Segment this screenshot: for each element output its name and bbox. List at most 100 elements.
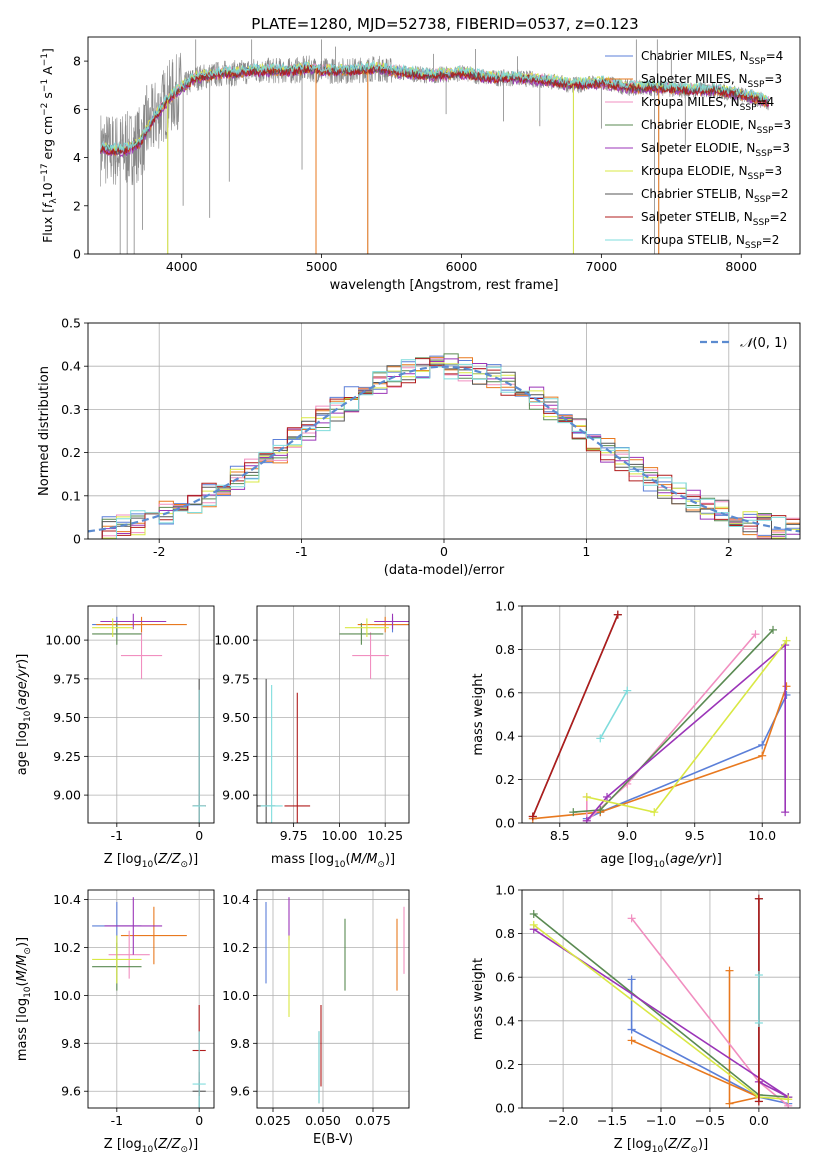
- label-part: M/M: [351, 852, 378, 867]
- x-tick-label: 9.5: [685, 828, 705, 843]
- x-axis-label: Z [log10(Z/Z⊙)]: [104, 852, 198, 870]
- label-part: Flux [: [40, 208, 55, 243]
- x-tick-label: −1.0: [646, 1113, 676, 1128]
- label-part: SSP: [753, 218, 770, 228]
- label-part: log: [122, 852, 142, 867]
- y-tick-label: 0.0: [495, 1101, 515, 1116]
- panel-weight-Z: −2.0 −1.5 −1.0 −0.5 0.0 0.0 0.2 0.4 0.6 0.8 1.0 Z […: [471, 883, 801, 1155]
- label-part: 10: [23, 710, 33, 722]
- y-tick-label: 10.2: [53, 940, 81, 955]
- label-part: (: [665, 852, 670, 867]
- y-tick-label: 9.6: [61, 1084, 81, 1099]
- label-part: log: [15, 998, 30, 1018]
- label-part: Z/Z: [157, 1137, 181, 1152]
- axes-frame: [87, 322, 801, 540]
- panel-spectrum: 4000 5000 6000 7000 8000 0 2 4 6 8 wavelength [Ang…: [40, 36, 801, 293]
- legend-entry: Salpeter STELIB, NSSP=2: [641, 210, 787, 228]
- axes-frame: [521, 889, 801, 1109]
- y-tick-label: 10.4: [222, 892, 250, 907]
- y-tick-label: 9.75: [53, 671, 81, 686]
- axes-frame: [256, 605, 410, 824]
- label-part: log: [634, 852, 654, 867]
- x-tick-label: -1: [111, 828, 123, 843]
- plot-area: [88, 353, 800, 539]
- y-tick-label: 9.6: [230, 1084, 250, 1099]
- y-axis-label: Flux [fλ10−17 erg cm−2 s−1 A−1]: [40, 48, 59, 243]
- label-part: s: [40, 92, 55, 103]
- label-part: )]: [15, 937, 30, 947]
- plot-area: [529, 894, 793, 1108]
- axes-frame: [521, 605, 801, 824]
- y-tick-label: 2: [73, 198, 81, 213]
- y-axis-label: mass weight: [471, 673, 486, 755]
- x-tick-label: 0: [440, 544, 448, 559]
- y-tick-label: 10.2: [222, 940, 250, 955]
- x-axis-label: Z [log10(Z/Z⊙)]: [104, 1137, 198, 1155]
- weight-line-salpeter-elodie: [586, 643, 786, 822]
- y-tick-label: 6: [73, 102, 81, 117]
- y-tick-label: 0.2: [495, 1057, 515, 1072]
- axes-frame: [87, 605, 215, 824]
- label-part: )]: [188, 1137, 198, 1152]
- x-tick-label: -1: [111, 1113, 123, 1128]
- label-part: Chabrier ELODIE, N: [641, 118, 757, 132]
- label-part: 10: [653, 860, 665, 870]
- x-tick-label: 1: [582, 544, 590, 559]
- x-tick-label: −2.0: [548, 1113, 578, 1128]
- label-part: ⊙: [180, 860, 188, 870]
- y-tick-label: 0: [73, 247, 81, 262]
- label-part: (: [346, 852, 351, 867]
- label-part: 10: [142, 1145, 154, 1155]
- label-part: =3: [764, 72, 782, 86]
- x-axis-label: mass [log10(M/M⊙)]: [271, 852, 395, 870]
- legend-entry: Chabrier ELODIE, NSSP=3: [641, 118, 791, 136]
- axes-frame: [87, 36, 801, 255]
- x-axis-label: wavelength [Angstrom, rest frame]: [330, 278, 559, 293]
- y-tick-label: 9.50: [53, 710, 81, 725]
- legend-entry: Kroupa MILES, NSSP=4: [641, 95, 774, 113]
- label-part: 10: [652, 1145, 664, 1155]
- x-axis-label: E(B-V): [313, 1132, 353, 1147]
- y-axis-label: mass weight: [471, 958, 486, 1040]
- label-part: erg cm: [40, 116, 55, 164]
- y-tick-label: 0.3: [61, 402, 81, 417]
- y-tick-label: 0.6: [495, 970, 515, 985]
- x-tick-label: 8000: [725, 259, 757, 274]
- legend-entry: Chabrier STELIB, NSSP=2: [641, 187, 789, 205]
- label-part: =4: [757, 95, 775, 109]
- label-part: ⊙: [23, 947, 33, 955]
- y-tick-label: 9.50: [222, 710, 250, 725]
- plot-area: [92, 613, 206, 823]
- plot-area: [265, 897, 405, 1104]
- y-tick-label: 0.4: [495, 1013, 515, 1028]
- y-axis-label: Normed distribution: [37, 366, 52, 496]
- label-part: ]: [40, 48, 55, 53]
- y-tick-label: 0.4: [61, 359, 81, 374]
- legend-entry: Salpeter MILES, NSSP=3: [641, 72, 782, 90]
- residual-histogram-kroupa-elodie: [88, 362, 800, 539]
- label-part: Salpeter STELIB, N: [641, 210, 753, 224]
- y-tick-label: 1.0: [495, 599, 515, 614]
- x-tick-label: −0.5: [695, 1113, 725, 1128]
- label-part: mass [: [271, 852, 314, 867]
- plot-area: [528, 610, 791, 823]
- label-part: SSP: [757, 126, 774, 136]
- gaussian-curve: [88, 365, 800, 533]
- label-part: age/yr: [15, 662, 30, 705]
- label-part: (0, 1): [752, 336, 787, 351]
- weight-line-salpeter-stelib: [532, 614, 619, 817]
- plot-area: [92, 897, 206, 1108]
- y-tick-label: 10.4: [53, 892, 81, 907]
- label-part: (: [15, 706, 30, 711]
- label-part: 10: [142, 860, 154, 870]
- y-tick-label: 0: [73, 532, 81, 547]
- label-part: mass [: [15, 1018, 30, 1061]
- y-tick-label: 0.8: [495, 642, 515, 657]
- x-tick-label: 4000: [166, 259, 198, 274]
- y-tick-label: 10.0: [222, 988, 250, 1003]
- label-part: Z [: [104, 852, 122, 867]
- label-part: SSP: [748, 172, 765, 182]
- x-axis-label: (data-model)/error: [384, 563, 505, 578]
- label-part: )]: [385, 852, 395, 867]
